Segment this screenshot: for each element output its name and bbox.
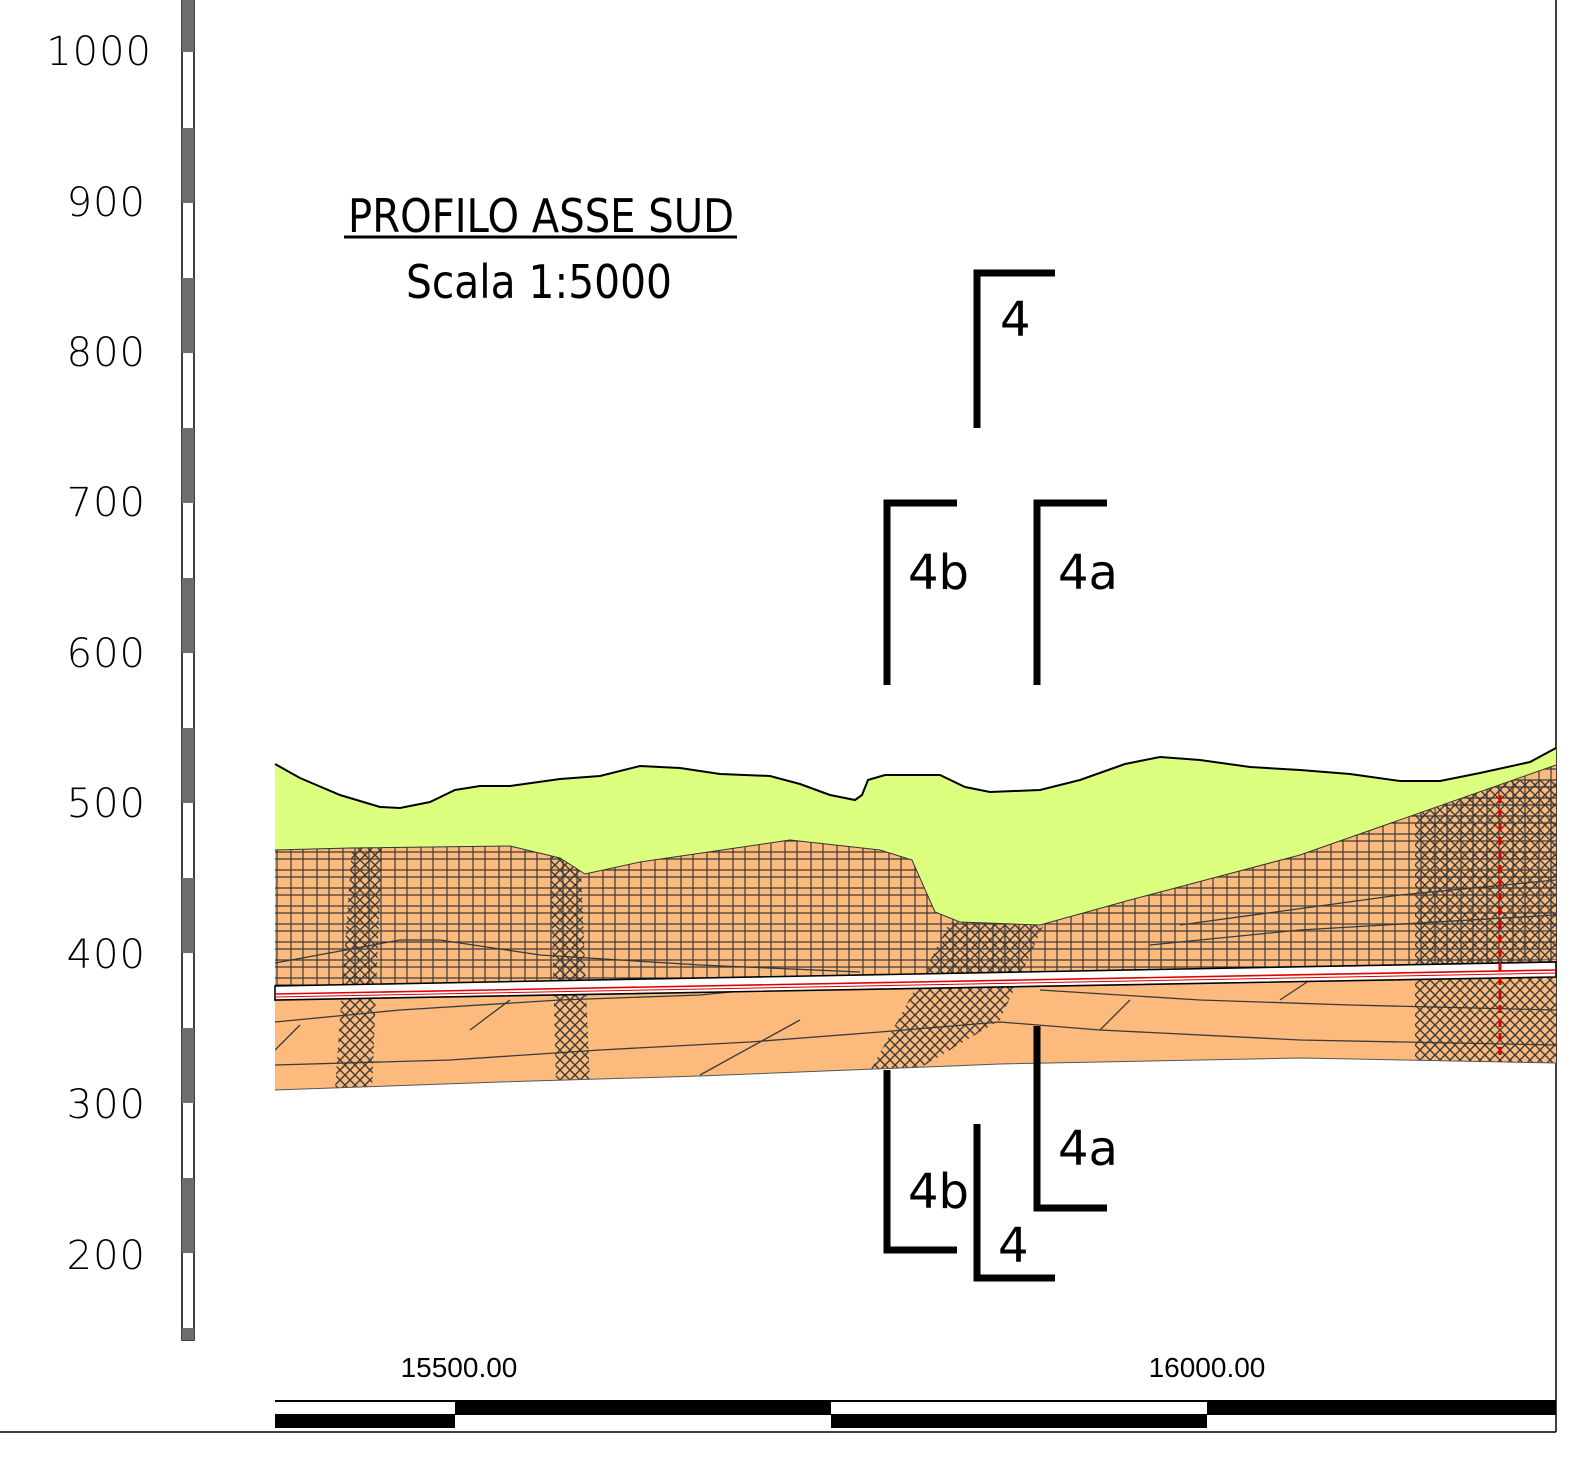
bedding-line [275, 1021, 1556, 1066]
bedding-line [1179, 879, 1556, 926]
section-4-top-label: 4 [1000, 292, 1031, 348]
elevation-label-300: 300 [67, 1082, 146, 1128]
geology-section [274, 747, 1557, 1091]
contact-line [274, 764, 1557, 926]
elevation-label-1000: 1000 [46, 29, 152, 75]
section-4-top-bracket [973, 269, 1055, 428]
tunnel-axis-lower [274, 972, 1557, 998]
bedding-line [1279, 979, 1311, 1001]
section-4b-top-bracket [883, 499, 957, 685]
scale-bar [275, 1400, 1556, 1428]
bedding-line [469, 999, 511, 1031]
elevation-label-500: 500 [67, 781, 146, 827]
section-4b-top-label: 4b [908, 545, 969, 601]
elevation-label-600: 600 [67, 631, 146, 677]
section-4-bottom-label: 4 [998, 1218, 1029, 1274]
fault-zone [865, 922, 1045, 1080]
elevation-label-700: 700 [67, 480, 146, 526]
bedding-line [275, 939, 861, 973]
bedding-line [699, 1019, 801, 1076]
section-4a-bottom-label: 4a [1058, 1121, 1118, 1177]
elevation-label-400: 400 [67, 932, 146, 978]
section-4a-top-label: 4a [1058, 545, 1118, 601]
elevation-label-900: 900 [67, 180, 146, 226]
elevation-label-800: 800 [67, 330, 146, 376]
tunnel-axis-upper [274, 969, 1557, 995]
bedding-line [1149, 914, 1556, 946]
elevation-ruler [181, 0, 195, 1341]
elevation-labels: 1000 900 800 700 600 500 400 300 200 [46, 29, 152, 1279]
bedding-line [1039, 989, 1556, 1011]
bedding-line [1099, 999, 1131, 1031]
section-4b-bottom-bracket [883, 1070, 957, 1254]
cover-layer [275, 748, 1556, 925]
fault-zone [1415, 780, 1556, 1070]
section-4a-bottom-bracket [1033, 1026, 1107, 1212]
fault-zone [550, 846, 590, 1085]
section-marker-labels: 4 4b 4a 4a 4b 4 [908, 292, 1118, 1274]
fault-zone [335, 846, 382, 1090]
chainage-label-15500: 15500.00 [401, 1352, 518, 1383]
section-base-line [274, 1057, 1557, 1091]
section-markers [883, 269, 1107, 1282]
profile-scale: Scala 1:5000 [406, 255, 672, 309]
ground-surface-line [274, 747, 1557, 810]
chainage-label-16000: 16000.00 [1149, 1352, 1266, 1383]
bedding-line [275, 1024, 301, 1051]
section-4a-top-bracket [1033, 499, 1107, 685]
profile-title-block: PROFILO ASSE SUD Scala 1:5000 [344, 189, 737, 309]
section-4-bottom-bracket [973, 1124, 1055, 1282]
elevation-label-200: 200 [67, 1233, 146, 1279]
section-4b-bottom-label: 4b [908, 1164, 969, 1220]
profile-title: PROFILO ASSE SUD [348, 189, 734, 243]
